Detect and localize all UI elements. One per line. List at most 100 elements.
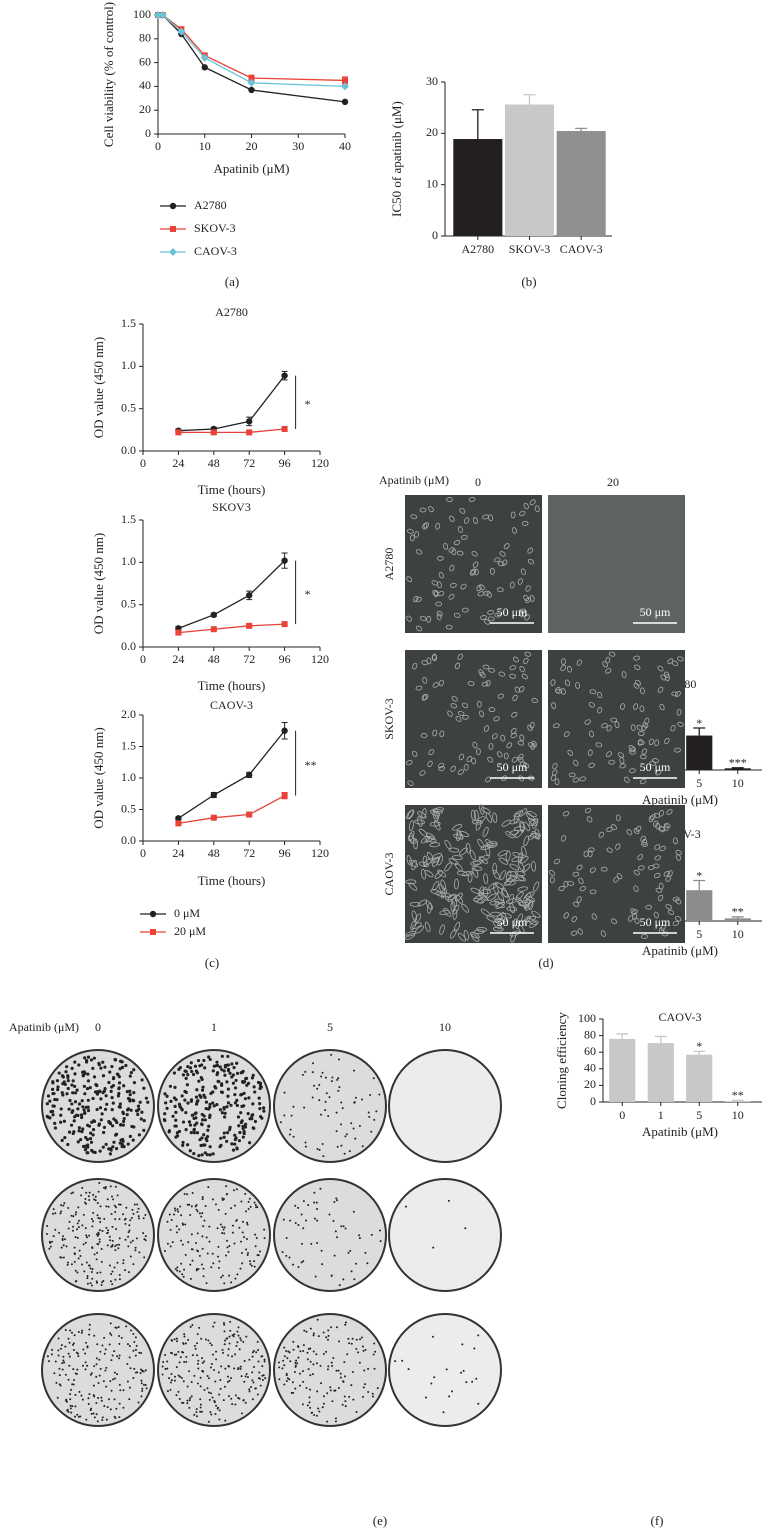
colony — [180, 1262, 183, 1265]
cell — [440, 879, 446, 890]
colony — [394, 1360, 397, 1363]
cell — [472, 859, 484, 865]
y-axis-label: Cloning efficiency — [554, 1012, 569, 1109]
colony — [255, 1206, 258, 1209]
colony — [89, 1267, 92, 1270]
colony — [343, 1395, 346, 1398]
colony — [184, 1111, 188, 1115]
colony — [128, 1386, 131, 1389]
colony — [63, 1361, 66, 1364]
colony — [103, 1087, 107, 1091]
cell — [417, 816, 423, 827]
colony — [404, 1205, 407, 1208]
colony — [98, 1358, 101, 1361]
colony — [81, 1263, 84, 1266]
colony — [59, 1107, 63, 1111]
colony — [196, 1210, 199, 1213]
colony — [57, 1349, 60, 1352]
cell — [527, 558, 535, 565]
colony — [318, 1099, 321, 1102]
colony — [95, 1375, 98, 1378]
y-tick-label: 20 — [139, 102, 151, 116]
colony — [177, 1390, 180, 1393]
scale-bar-label: 50 μm — [640, 915, 671, 929]
colony — [285, 1254, 288, 1257]
cell — [516, 874, 526, 882]
colony — [163, 1092, 167, 1096]
cell — [512, 656, 519, 663]
colony — [174, 1375, 177, 1378]
x-tick-label: 0 — [140, 456, 146, 470]
colony — [237, 1396, 240, 1399]
colony — [206, 1252, 209, 1255]
colony — [301, 1403, 304, 1406]
x-axis-label: Apatinib (μM) — [642, 792, 718, 807]
colony — [74, 1213, 77, 1216]
y-tick-label: 1.0 — [121, 770, 136, 784]
colony — [83, 1148, 88, 1152]
y-tick-label: 1.0 — [121, 358, 136, 372]
colony — [229, 1329, 232, 1332]
colony — [87, 1124, 92, 1128]
colony — [180, 1094, 184, 1098]
colony — [477, 1402, 480, 1405]
colony — [138, 1251, 141, 1254]
cell — [439, 730, 445, 738]
colony — [178, 1228, 181, 1231]
cell — [450, 901, 456, 913]
cell — [437, 591, 445, 597]
colony — [214, 1086, 218, 1090]
colony — [230, 1075, 234, 1079]
colony — [229, 1207, 232, 1210]
colony — [221, 1348, 224, 1351]
error-bar — [616, 1033, 629, 1039]
colony — [247, 1200, 250, 1203]
colony — [61, 1362, 64, 1365]
colony — [358, 1234, 361, 1237]
colony — [244, 1077, 248, 1081]
colony — [113, 1204, 116, 1207]
colony — [222, 1135, 226, 1139]
colony — [112, 1140, 116, 1144]
colony — [65, 1398, 68, 1401]
colony — [217, 1406, 220, 1409]
colony — [305, 1387, 308, 1390]
column-label: 0 — [95, 1020, 101, 1034]
colony — [245, 1248, 248, 1251]
cell — [485, 838, 494, 848]
y-tick-label: 100 — [578, 1011, 596, 1025]
dish-plate — [41, 1049, 155, 1163]
colony — [348, 1342, 351, 1345]
colony — [372, 1353, 375, 1356]
colony — [218, 1108, 223, 1112]
colony — [118, 1357, 121, 1360]
colony — [175, 1353, 178, 1356]
colony — [71, 1343, 74, 1346]
panel-label: (f) — [651, 1513, 664, 1528]
colony — [328, 1096, 331, 1099]
colony — [247, 1096, 251, 1100]
cell — [501, 819, 512, 827]
colony — [112, 1378, 115, 1381]
cell — [523, 657, 529, 664]
colony — [299, 1350, 302, 1353]
cell — [523, 821, 531, 832]
colony — [200, 1123, 204, 1127]
cell — [432, 682, 439, 688]
colony — [134, 1348, 137, 1351]
colony — [169, 1381, 172, 1384]
cell — [641, 748, 648, 755]
cell — [479, 804, 485, 815]
colony — [91, 1246, 94, 1249]
colony — [198, 1064, 202, 1068]
colony — [313, 1191, 316, 1194]
colony — [212, 1353, 215, 1356]
colony — [199, 1410, 202, 1413]
colony — [111, 1195, 114, 1198]
colony — [114, 1185, 117, 1188]
cell — [649, 760, 657, 766]
colony — [224, 1212, 227, 1215]
colony — [215, 1103, 219, 1107]
colony — [81, 1224, 84, 1227]
colony — [254, 1233, 257, 1236]
